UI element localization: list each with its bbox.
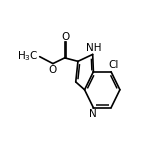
Text: NH: NH: [86, 43, 101, 53]
Text: N: N: [89, 109, 97, 119]
Text: O: O: [49, 65, 57, 75]
Text: Cl: Cl: [109, 60, 119, 70]
Text: O: O: [61, 32, 70, 42]
Text: H$_3$C: H$_3$C: [17, 49, 39, 63]
